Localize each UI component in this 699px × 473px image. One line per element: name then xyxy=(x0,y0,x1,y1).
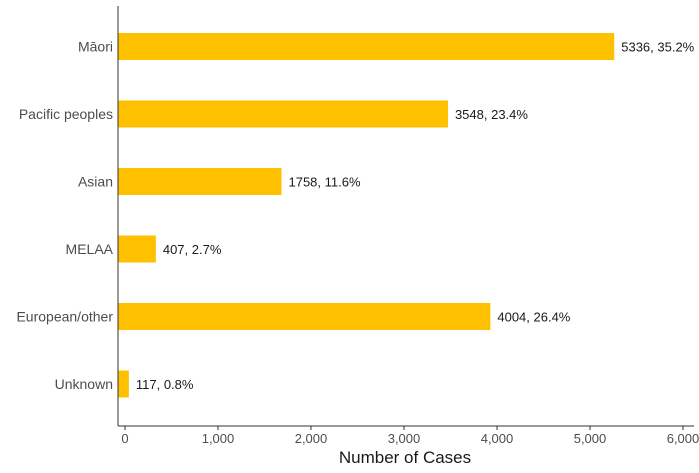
bar-m-ori xyxy=(118,33,615,60)
bar-asian xyxy=(118,168,282,195)
category-label-pacific-peoples: Pacific peoples xyxy=(19,106,113,122)
category-label-melaa: MELAA xyxy=(66,241,114,257)
category-label-m-ori: Māori xyxy=(78,39,113,55)
x-axis-ticks: 0 1,000 2,000 3,000 4,000 5,000 6,000 xyxy=(121,426,699,446)
bar-unknown xyxy=(118,370,129,398)
bar-european-other xyxy=(118,303,491,330)
category-label-asian: Asian xyxy=(78,174,113,190)
category-label-unknown: Unknown xyxy=(55,376,113,392)
bar-melaa xyxy=(118,235,156,263)
labels-layer: Māori 5336, 35.2% Pacific peoples 3548, 23.… xyxy=(16,39,694,393)
data-label-m-ori: 5336, 35.2% xyxy=(621,40,694,55)
x-tick-label: 1,000 xyxy=(202,431,235,446)
bars-layer xyxy=(118,33,615,398)
x-tick-label: 2,000 xyxy=(295,431,328,446)
bar-pacific-peoples xyxy=(118,100,448,128)
data-label-unknown: 117, 0.8% xyxy=(136,377,194,392)
x-tick-label: 3,000 xyxy=(388,431,421,446)
data-label-melaa: 407, 2.7% xyxy=(163,242,222,257)
data-label-asian: 1758, 11.6% xyxy=(288,175,360,190)
x-tick-label: 4,000 xyxy=(481,431,514,446)
data-label-pacific-peoples: 3548, 23.4% xyxy=(455,107,528,122)
x-axis-title: Number of Cases xyxy=(339,448,471,467)
category-label-european-other: European/other xyxy=(16,309,113,325)
x-tick-label: 6,000 xyxy=(667,431,699,446)
data-label-european-other: 4004, 26.4% xyxy=(497,310,570,325)
x-tick-label: 0 xyxy=(121,431,128,446)
x-tick-label: 5,000 xyxy=(574,431,607,446)
